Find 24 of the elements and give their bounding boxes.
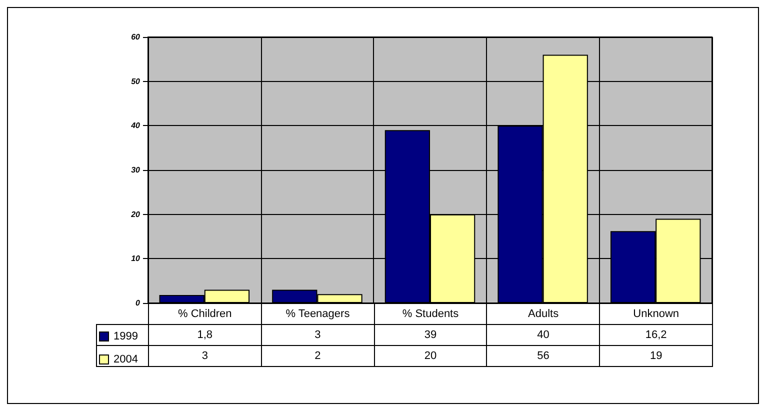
data-label: 16,2 — [600, 324, 712, 346]
data-label: 3 — [261, 324, 374, 346]
data-label: 39 — [374, 324, 487, 346]
y-tick-label: 50 — [131, 76, 141, 86]
data-label: 56 — [486, 346, 600, 366]
x-tick-label: Unknown — [600, 304, 712, 324]
data-label: 3 — [148, 346, 262, 366]
x-tick-label: % Children — [148, 304, 262, 324]
data-label: 40 — [486, 324, 600, 346]
legend-label: 2004 — [114, 354, 138, 366]
data-label: 20 — [374, 346, 487, 366]
y-tick-label: 0 — [136, 298, 141, 308]
y-tick-label: 10 — [131, 254, 141, 264]
y-tick-label: 60 — [131, 32, 141, 42]
data-label: 19 — [600, 346, 712, 366]
legend-label: 1999 — [114, 330, 138, 342]
data-label: 2 — [261, 346, 374, 366]
y-tick-label: 30 — [131, 166, 141, 174]
y-tick-label: 40 — [130, 121, 141, 130]
y-tick-label: 20 — [130, 210, 141, 219]
x-tick-label: % Students — [374, 304, 487, 324]
x-tick-label: % Teenagers — [261, 304, 374, 324]
x-tick-label: Adults — [486, 304, 600, 324]
data-label: 1,8 — [148, 324, 262, 346]
